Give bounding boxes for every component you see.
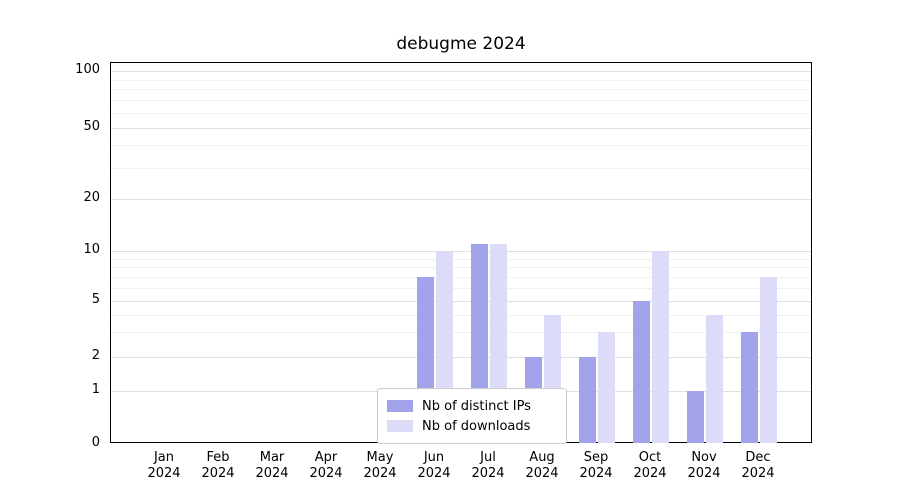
bar-distinct-ips	[633, 301, 650, 443]
bar-distinct-ips	[741, 332, 758, 443]
minor-gridline	[111, 314, 811, 316]
plot-area: Nb of distinct IPs Nb of downloads	[110, 62, 812, 444]
legend-item-distinct-ips: Nb of distinct IPs	[387, 396, 557, 416]
y-tick-label: 5	[91, 292, 100, 307]
legend-label-downloads: Nb of downloads	[422, 418, 531, 434]
x-tick-year: 2024	[741, 466, 775, 481]
x-tick-year: 2024	[525, 466, 559, 481]
x-tick-label: Aug 2024	[515, 450, 569, 482]
x-tick-year: 2024	[147, 466, 181, 481]
bar-downloads	[598, 332, 615, 443]
major-gridline	[111, 357, 811, 358]
minor-gridline	[111, 167, 811, 169]
bar-distinct-ips	[687, 391, 704, 443]
x-tick-label: Mar 2024	[245, 450, 299, 482]
x-tick-year: 2024	[687, 466, 721, 481]
minor-gridline	[111, 258, 811, 260]
y-tick-label: 50	[83, 119, 100, 134]
major-gridline	[111, 251, 811, 252]
major-gridline	[111, 199, 811, 200]
x-tick-month: Mar	[259, 450, 285, 465]
x-tick-year: 2024	[579, 466, 613, 481]
x-tick-month: Dec	[745, 450, 771, 465]
x-tick-year: 2024	[633, 466, 667, 481]
chart-title: debugme 2024	[396, 34, 526, 54]
y-tick-label: 2	[91, 348, 100, 363]
x-tick-month: Jun	[423, 450, 445, 465]
bar-downloads	[706, 314, 723, 443]
x-tick-label: Jan 2024	[137, 450, 191, 482]
x-tick-year: 2024	[471, 466, 505, 481]
x-tick-month: May	[366, 450, 394, 465]
legend-swatch-distinct-ips	[387, 400, 413, 412]
legend-label-distinct-ips: Nb of distinct IPs	[422, 398, 531, 414]
x-tick-month: Jul	[480, 450, 496, 465]
x-tick-month: Feb	[206, 450, 230, 465]
legend-item-downloads: Nb of downloads	[387, 416, 557, 436]
minor-gridline	[111, 100, 811, 102]
bar-downloads	[652, 251, 669, 443]
y-tick-label: 0	[91, 435, 100, 450]
x-tick-label: Nov 2024	[677, 450, 731, 482]
x-tick-label: Apr 2024	[299, 450, 353, 482]
minor-gridline	[111, 332, 811, 334]
minor-gridline	[111, 276, 811, 278]
x-tick-year: 2024	[309, 466, 343, 481]
minor-gridline	[111, 79, 811, 81]
x-tick-label: Dec 2024	[731, 450, 785, 482]
x-tick-year: 2024	[363, 466, 397, 481]
bar-distinct-ips	[579, 357, 596, 443]
x-tick-year: 2024	[255, 466, 289, 481]
x-tick-label: Oct 2024	[623, 450, 677, 482]
x-tick-month: Sep	[583, 450, 609, 465]
x-tick-month: Aug	[529, 450, 555, 465]
x-tick-label: Feb 2024	[191, 450, 245, 482]
y-tick-label: 100	[75, 62, 100, 77]
x-tick-year: 2024	[201, 466, 235, 481]
x-tick-month: Apr	[314, 450, 338, 465]
x-tick-month: Oct	[638, 450, 662, 465]
minor-gridline	[111, 145, 811, 147]
minor-gridline	[111, 89, 811, 91]
minor-gridline	[111, 287, 811, 289]
x-tick-label: Jul 2024	[461, 450, 515, 482]
x-tick-month: Nov	[691, 450, 717, 465]
y-tick-label: 20	[83, 190, 100, 205]
y-tick-label: 10	[83, 242, 100, 257]
major-gridline	[111, 301, 811, 302]
minor-gridline	[111, 267, 811, 269]
x-tick-label: May 2024	[353, 450, 407, 482]
x-tick-month: Jan	[153, 450, 175, 465]
legend: Nb of distinct IPs Nb of downloads	[377, 388, 567, 444]
legend-swatch-downloads	[387, 420, 413, 432]
x-tick-label: Sep 2024	[569, 450, 623, 482]
minor-gridline	[111, 113, 811, 114]
x-tick-year: 2024	[417, 466, 451, 481]
bar-downloads	[760, 276, 777, 443]
y-tick-label: 1	[91, 382, 100, 397]
x-tick-label: Jun 2024	[407, 450, 461, 482]
major-gridline	[111, 128, 811, 129]
major-gridline	[111, 71, 811, 72]
